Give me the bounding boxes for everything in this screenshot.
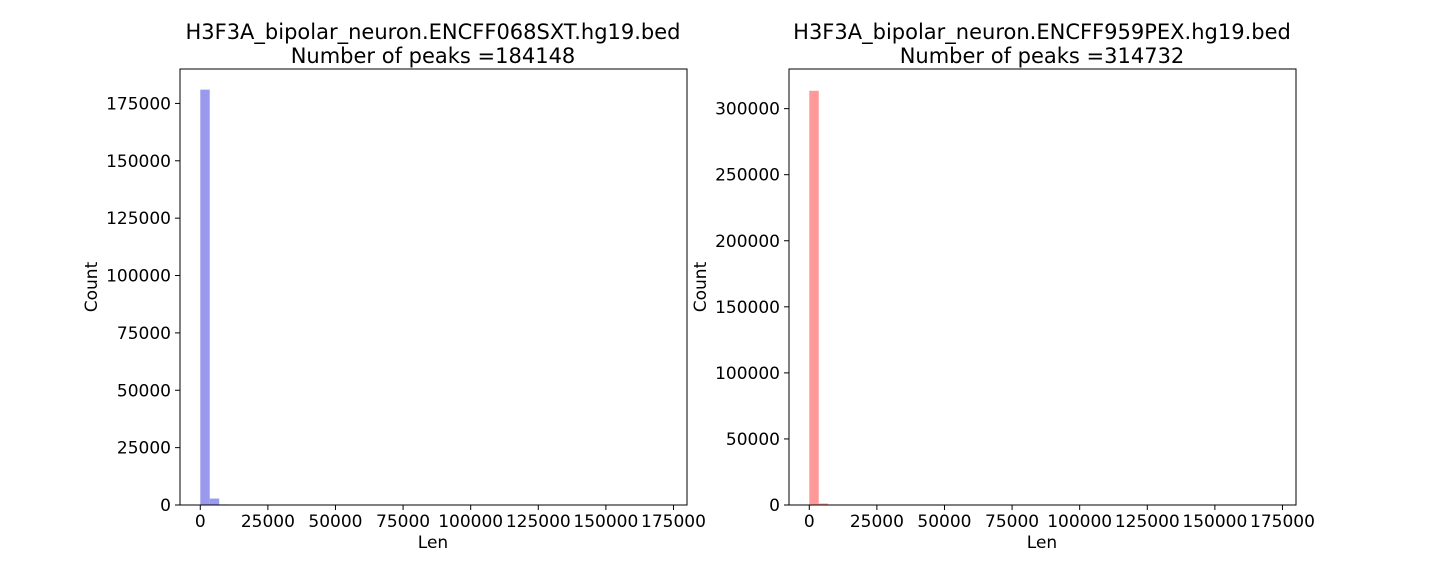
panel-1-x-tick-label-6: 150000 <box>573 512 638 532</box>
panel-1-title-line1: H3F3A_bipolar_neuron.ENCFF068SXT.hg19.be… <box>185 20 680 45</box>
panel-2-y-tick-label-1: 50000 <box>726 430 780 450</box>
panel-1-y-axis-label: Count <box>82 261 102 312</box>
panel-1-title-line2: Number of peaks =184148 <box>291 44 576 68</box>
panel-2-x-tick-label-4: 100000 <box>1047 512 1112 532</box>
panel-1-x-tick-label-7: 175000 <box>641 512 706 532</box>
panel-2-x-axis-label: Len <box>1027 533 1057 553</box>
panel-2-x-tick-label-7: 175000 <box>1250 512 1315 532</box>
panel-1-y-tick-label-3: 75000 <box>117 324 171 344</box>
panel-1-y-tick-label-7: 175000 <box>106 94 171 114</box>
panel-1-x-axis-label: Len <box>418 533 448 553</box>
panel-2-title-line1: H3F3A_bipolar_neuron.ENCFF959PEX.hg19.be… <box>793 20 1291 45</box>
panel-1-x-tick-label-1: 25000 <box>241 512 295 532</box>
panel-1-x-tick-label-3: 75000 <box>376 512 430 532</box>
panel-2-bar-1 <box>818 503 829 505</box>
histogram-panel-1: H3F3A_bipolar_neuron.ENCFF068SXT.hg19.be… <box>82 20 706 553</box>
panel-1-y-tick-label-1: 25000 <box>117 439 171 459</box>
histogram-panel-2: H3F3A_bipolar_neuron.ENCFF959PEX.hg19.be… <box>691 20 1315 553</box>
panel-2-y-tick-label-4: 200000 <box>715 232 780 252</box>
panel-2-x-tick-label-2: 50000 <box>917 512 971 532</box>
panel-1-x-tick-label-5: 125000 <box>506 512 571 532</box>
panel-2-bars <box>809 90 838 506</box>
panel-2-x-tick-label-1: 25000 <box>850 512 904 532</box>
panel-2-axes-frame <box>788 68 1297 506</box>
panel-2-x-tick-label-0: 0 <box>804 512 815 532</box>
panel-1-y-tick-label-2: 50000 <box>117 381 171 401</box>
panel-1-bar-1 <box>209 498 220 505</box>
panel-1-y-tick-label-5: 125000 <box>106 209 171 229</box>
panel-1-bars <box>200 89 239 505</box>
panel-1-x-tick-label-2: 50000 <box>308 512 362 532</box>
panel-2-bar-0 <box>809 90 819 506</box>
panel-2-y-ticks: 0 50000 100000 150000 200000 250000 300000 <box>715 100 789 516</box>
panel-2-x-ticks: 0 25000 50000 75000 100000 125000 150000 175000 <box>804 505 1315 532</box>
panel-2-x-tick-label-5: 125000 <box>1115 512 1180 532</box>
panel-1-y-ticks: 0 25000 50000 75000 100000 125000 150000 175000 <box>106 94 180 516</box>
panel-2-y-tick-label-6: 300000 <box>715 100 780 120</box>
panel-2-y-tick-label-5: 250000 <box>715 166 780 186</box>
panel-1-x-ticks: 0 25000 50000 75000 100000 125000 150000 175000 <box>195 505 706 532</box>
panel-1-bar-0 <box>200 89 210 505</box>
panel-1-x-tick-label-4: 100000 <box>438 512 503 532</box>
panel-1-x-tick-label-0: 0 <box>195 512 206 532</box>
panel-2-x-tick-label-3: 75000 <box>985 512 1039 532</box>
panel-1-axes-frame <box>179 68 688 506</box>
panel-1-y-tick-label-6: 150000 <box>106 152 171 172</box>
panel-2-y-axis-label: Count <box>691 261 711 312</box>
panel-1-y-tick-label-0: 0 <box>160 496 171 516</box>
panel-2-title-line2: Number of peaks =314732 <box>900 44 1185 68</box>
panel-2-x-tick-label-6: 150000 <box>1182 512 1247 532</box>
panel-1-y-tick-label-4: 100000 <box>106 267 171 287</box>
panel-2-y-tick-label-0: 0 <box>769 496 780 516</box>
panel-2-y-tick-label-2: 100000 <box>715 364 780 384</box>
panel-2-y-tick-label-3: 150000 <box>715 298 780 318</box>
